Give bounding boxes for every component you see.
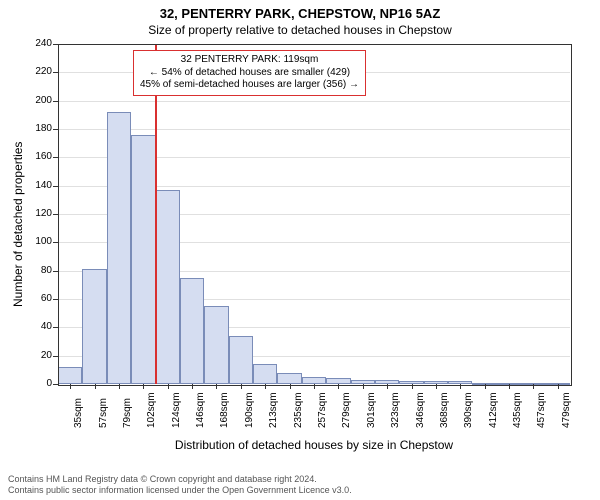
y-tick-label: 80	[22, 265, 52, 276]
x-tick-label: 235sqm	[293, 392, 304, 428]
x-tick-label: 323sqm	[390, 392, 401, 428]
y-tick-label: 180	[22, 123, 52, 134]
x-tick-label: 57sqm	[98, 398, 109, 428]
x-axis-label: Distribution of detached houses by size …	[58, 438, 570, 452]
x-tick-label: 457sqm	[536, 392, 547, 428]
x-tick-label: 412sqm	[488, 392, 499, 428]
title-main: 32, PENTERRY PARK, CHEPSTOW, NP16 5AZ	[0, 0, 600, 21]
plot-area	[58, 44, 572, 386]
x-tick-label: 102sqm	[146, 392, 157, 428]
x-tick-label: 79sqm	[122, 398, 133, 428]
x-tick-label: 190sqm	[244, 392, 255, 428]
x-tick-label: 146sqm	[195, 392, 206, 428]
footer-line-1: Contains HM Land Registry data © Crown c…	[8, 474, 352, 485]
y-tick-label: 0	[22, 378, 52, 389]
chart-container: { "title_main": "32, PENTERRY PARK, CHEP…	[0, 0, 600, 500]
y-tick-label: 20	[22, 350, 52, 361]
y-tick-label: 100	[22, 236, 52, 247]
y-tick-label: 140	[22, 180, 52, 191]
y-tick-label: 160	[22, 151, 52, 162]
footer-line-2: Contains public sector information licen…	[8, 485, 352, 496]
x-tick-label: 124sqm	[171, 392, 182, 428]
y-tick-label: 220	[22, 66, 52, 77]
x-tick-label: 35sqm	[73, 398, 84, 428]
y-tick-label: 60	[22, 293, 52, 304]
x-tick-label: 479sqm	[561, 392, 572, 428]
x-tick-label: 390sqm	[463, 392, 474, 428]
x-tick-label: 279sqm	[341, 392, 352, 428]
y-tick-label: 240	[22, 38, 52, 49]
title-sub: Size of property relative to detached ho…	[0, 21, 600, 37]
x-tick-label: 168sqm	[219, 392, 230, 428]
x-tick-label: 301sqm	[366, 392, 377, 428]
x-tick-label: 257sqm	[317, 392, 328, 428]
x-tick-label: 346sqm	[415, 392, 426, 428]
y-tick-label: 120	[22, 208, 52, 219]
y-tick-label: 200	[22, 95, 52, 106]
footer-attribution: Contains HM Land Registry data © Crown c…	[8, 474, 352, 496]
x-tick-label: 368sqm	[439, 392, 450, 428]
x-tick-label: 213sqm	[268, 392, 279, 428]
x-tick-label: 435sqm	[512, 392, 523, 428]
y-tick-label: 40	[22, 321, 52, 332]
